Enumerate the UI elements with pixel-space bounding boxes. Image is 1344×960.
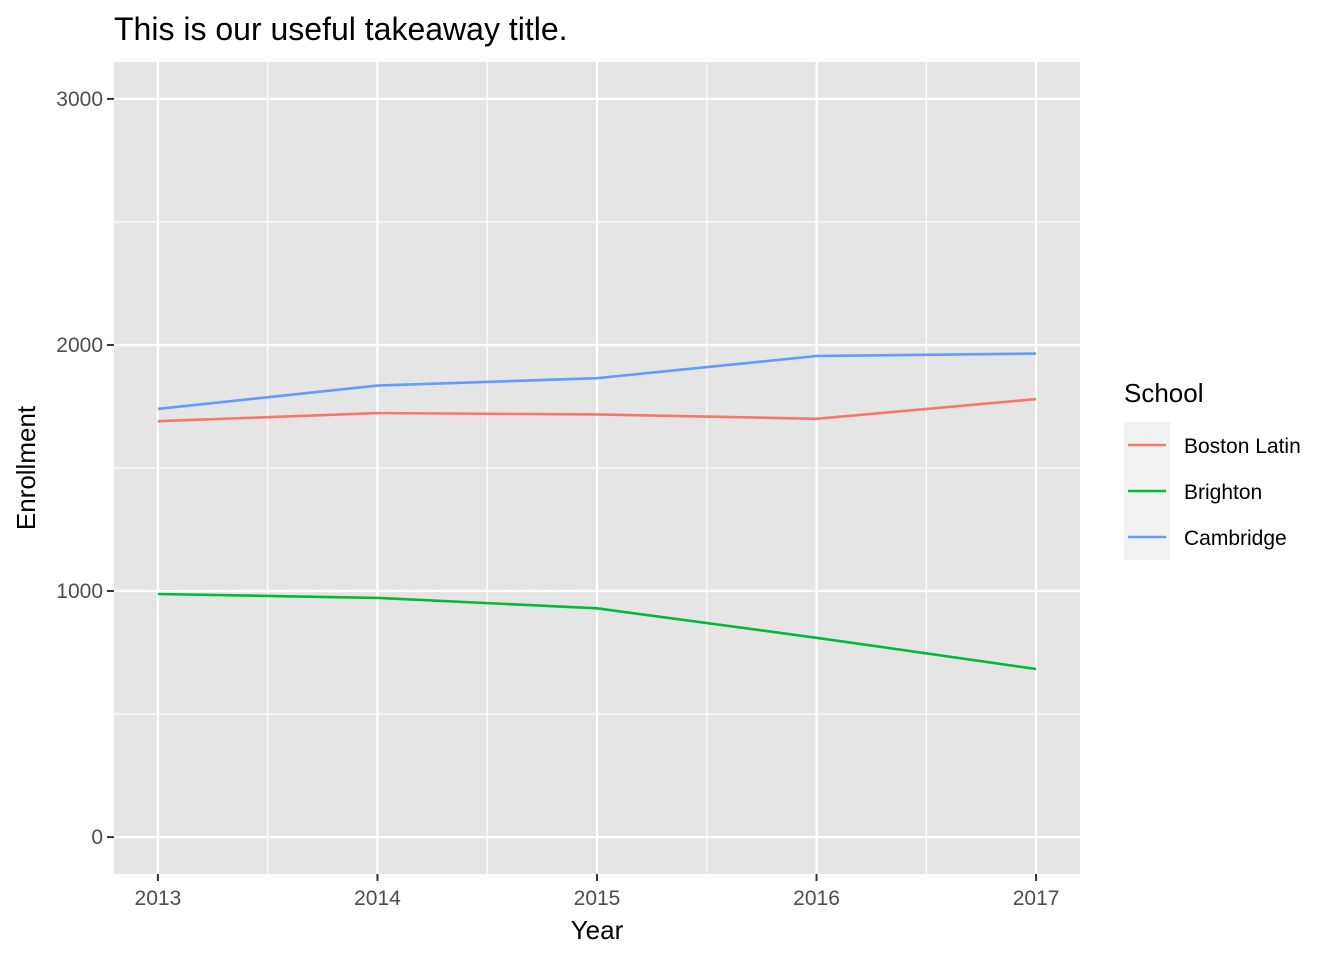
legend: School Boston Latin Brighton Cambridge: [1124, 378, 1301, 560]
series-line-brighton: [157, 592, 1037, 671]
x-tick-label: 2015: [574, 887, 621, 910]
y-tick-label: 3000: [56, 88, 103, 111]
series-lines: [157, 352, 1037, 671]
legend-title: School: [1124, 378, 1204, 408]
legend-label-cambridge: Cambridge: [1184, 527, 1287, 550]
y-axis: 0 1000 2000 3000: [56, 88, 114, 849]
legend-label-brighton: Brighton: [1184, 481, 1262, 504]
chart-title: This is our useful takeaway title.: [114, 11, 568, 47]
legend-label-boston-latin: Boston Latin: [1184, 435, 1301, 458]
series-line-cambridge: [157, 352, 1037, 411]
y-tick-label: 1000: [56, 580, 103, 603]
y-tick-label: 2000: [56, 334, 103, 357]
x-tick-label: 2016: [793, 887, 840, 910]
y-axis-title: Enrollment: [11, 405, 41, 530]
legend-items: Boston Latin Brighton Cambridge: [1124, 422, 1301, 560]
x-axis-title: Year: [571, 915, 624, 945]
grid-major: [114, 62, 1080, 874]
y-tick-label: 0: [91, 826, 103, 849]
x-axis: 2013 2014 2015 2016 2017: [135, 874, 1060, 910]
series-line-boston-latin: [157, 397, 1037, 423]
x-tick-label: 2017: [1013, 887, 1060, 910]
x-tick-label: 2014: [354, 887, 401, 910]
x-tick-label: 2013: [135, 887, 182, 910]
